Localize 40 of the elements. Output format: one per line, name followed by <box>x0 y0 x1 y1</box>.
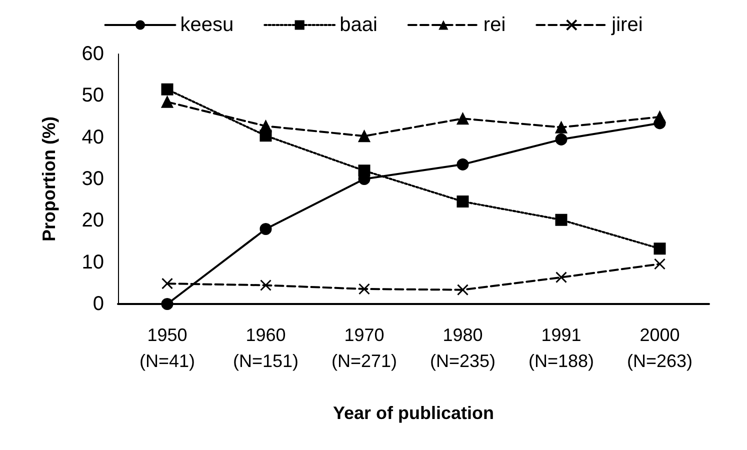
x-tick-label: 1980 (N=235) <box>430 325 496 371</box>
x-tick-label: 1960 (N=151) <box>232 325 299 371</box>
point <box>456 112 469 125</box>
y-tick-label: 40 <box>82 126 104 148</box>
point <box>260 120 272 132</box>
y-tick-label: 50 <box>82 84 104 107</box>
x-tick-label: 1970 (N=271) <box>331 325 398 371</box>
x-axis-title: Year of publication <box>332 403 494 423</box>
y-tick-label: 0 <box>92 293 104 315</box>
point <box>654 110 666 123</box>
y-tick-label: 30 <box>82 168 104 190</box>
point <box>161 96 174 108</box>
point <box>555 121 568 134</box>
y-tick-label: 60 <box>82 43 104 65</box>
point <box>358 283 370 295</box>
point <box>555 133 568 146</box>
point <box>654 242 666 255</box>
legend-label: jirei <box>610 14 643 36</box>
point <box>555 214 568 226</box>
x-tick-label: 1950 (N=41) <box>139 325 196 371</box>
y-tick-label: 10 <box>82 251 104 274</box>
legend-label: keesu <box>180 14 234 36</box>
point <box>161 83 174 96</box>
legend-label: rei <box>483 14 506 36</box>
point <box>162 278 173 290</box>
point <box>456 158 469 170</box>
x-tick-label: 1991 (N=188) <box>528 325 594 371</box>
point <box>358 130 370 142</box>
legend-label: baai <box>340 14 378 36</box>
y-axis-title: Proportion (%) <box>39 116 59 242</box>
point <box>654 258 666 270</box>
point <box>456 196 469 208</box>
point <box>556 272 567 284</box>
point <box>260 280 272 291</box>
point <box>358 164 370 177</box>
x-tick-label: 2000 (N=263) <box>626 325 693 371</box>
y-tick-label: 20 <box>82 210 104 232</box>
point <box>161 298 174 310</box>
point <box>260 223 272 235</box>
point <box>457 284 468 296</box>
